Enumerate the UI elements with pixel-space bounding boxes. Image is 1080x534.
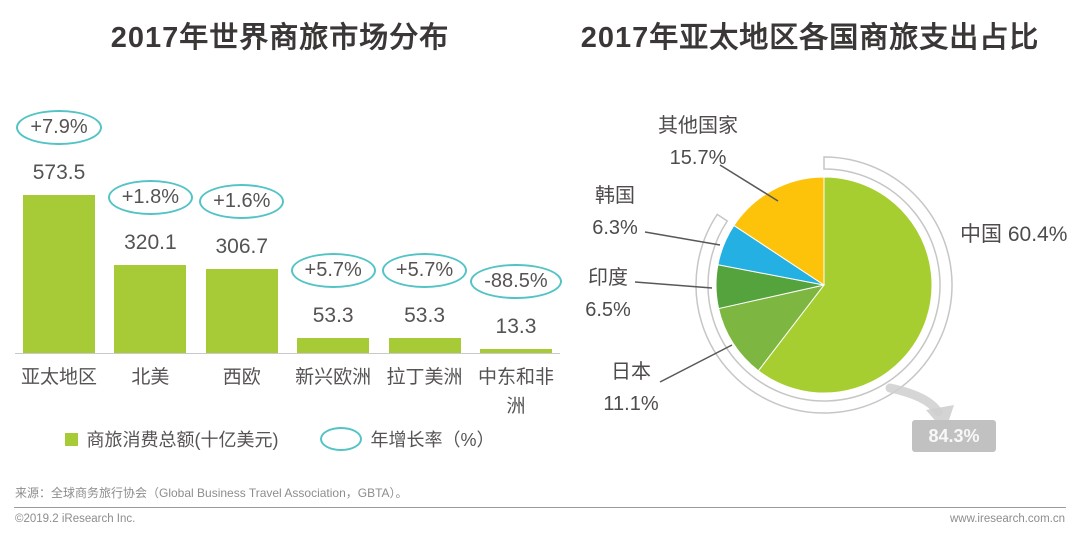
pie-chart-panel: 其他国家 15.7% 韩国 6.3% 印度 6.5% 日本 11.1% 中国 6…: [560, 70, 1080, 490]
pie-label-name: 日本: [611, 361, 651, 383]
bar-chart-legend: 商旅消费总额(十亿美元) 年增长率（%）: [0, 426, 560, 452]
highlight-arrow-shaft: [885, 383, 943, 417]
legend-label: 商旅消费总额(十亿美元): [86, 430, 279, 450]
pie-slice-日本: [718, 284, 826, 372]
growth-badge: -88.5%: [470, 264, 562, 299]
legend-ellipse-icon: [320, 427, 363, 451]
pie-label-others: 其他国家 15.7%: [643, 110, 753, 174]
category-label: 拉丁美洲: [386, 367, 463, 388]
pie-label-percent: 11.1%: [603, 393, 659, 415]
category-label: 亚太地区: [20, 367, 97, 388]
pie-label-china: 中国 60.4%: [960, 218, 1080, 252]
pie-label-korea: 韩国 6.3%: [570, 180, 660, 244]
pie-label-percent: 6.5%: [585, 299, 631, 321]
footer-source: 来源：全球商务旅行协会（Global Business Travel Assoc…: [15, 486, 408, 500]
bar: [205, 269, 278, 353]
pie-highlight-ring: [695, 156, 953, 414]
pie-label-percent: 15.7%: [669, 147, 727, 169]
category-label: 西欧: [222, 367, 261, 388]
legend-label: 年增长率（%）: [370, 430, 495, 450]
leader-lines: [634, 164, 779, 383]
legend-item-total: 商旅消费总额(十亿美元): [65, 426, 278, 452]
pie-label-india: 印度 6.5%: [563, 262, 653, 326]
footer-copyright: ©2019.2 iResearch Inc.: [15, 513, 136, 525]
pie-label-percent: 6.3%: [592, 217, 638, 239]
bar-value: 53.3: [404, 304, 445, 327]
bar-chart-plot: +7.9% 573.5 +1.8% 320.1 +1.6% 306.7 +5.7…: [15, 90, 562, 354]
category-label: 中东和非洲: [477, 367, 554, 417]
bar-column-western-europe: +1.6% 306.7: [198, 90, 286, 353]
legend-item-growth: 年增长率（%）: [320, 426, 495, 452]
pie-label-name: 印度: [588, 267, 628, 289]
pie-label-japan: 日本 11.1%: [586, 356, 676, 420]
legend-square-icon: [65, 432, 79, 446]
footer-website: www.iresearch.com.cn: [949, 513, 1065, 525]
bar-value: 306.7: [215, 235, 269, 258]
leader-line-japan: [659, 344, 733, 383]
growth-badge: +1.6%: [199, 184, 285, 219]
category-label: 北美: [131, 367, 170, 388]
pie-slice-中国: [757, 176, 933, 394]
leader-line-others: [719, 164, 779, 202]
bar: [388, 338, 461, 353]
leader-line-india: [634, 281, 713, 289]
pie-label-name: 其他国家: [658, 115, 738, 137]
bar: [114, 265, 187, 353]
bar-column-north-america: +1.8% 320.1: [106, 90, 194, 353]
bar: [479, 349, 552, 353]
x-axis-labels: 亚太地区 北美 西欧 新兴欧洲 拉丁美洲 中东和非洲: [15, 353, 560, 421]
bar-column-mea: -88.5% 13.3: [470, 90, 562, 353]
category-label: 新兴欧洲: [295, 367, 372, 388]
bar: [297, 338, 370, 353]
pie-chart-svg: [634, 156, 954, 432]
bar-value: 13.3: [495, 315, 537, 338]
pie-slice-其他国家: [733, 176, 825, 286]
bar-column-emerging-europe: +5.7% 53.3: [289, 90, 377, 353]
bar-value: 573.5: [32, 161, 86, 184]
pie-label-name: 中国: [960, 223, 1002, 246]
bar-value: 320.1: [124, 231, 177, 254]
highlight-value-box: 84.3%: [912, 420, 996, 452]
growth-badge: +1.8%: [107, 180, 194, 215]
growth-badge: +7.9%: [16, 110, 102, 145]
pie-chart-title: 2017年亚太地区各国商旅支出占比: [580, 22, 1040, 54]
pie-slices: [715, 176, 933, 394]
bar-chart-title: 2017年世界商旅市场分布: [110, 22, 450, 54]
pie-label-name: 韩国: [595, 185, 635, 207]
bar-column-latin-america: +5.7% 53.3: [381, 90, 469, 353]
bar: [23, 195, 95, 353]
growth-badge: +5.7%: [381, 253, 468, 288]
bar-value: 53.3: [312, 304, 354, 327]
growth-badge: +5.7%: [290, 253, 376, 288]
bar-column-apac: +7.9% 573.5: [15, 90, 103, 353]
footer-divider: [14, 507, 1066, 508]
pie-label-percent: 60.4%: [1007, 223, 1068, 246]
leader-line-korea: [644, 231, 721, 246]
